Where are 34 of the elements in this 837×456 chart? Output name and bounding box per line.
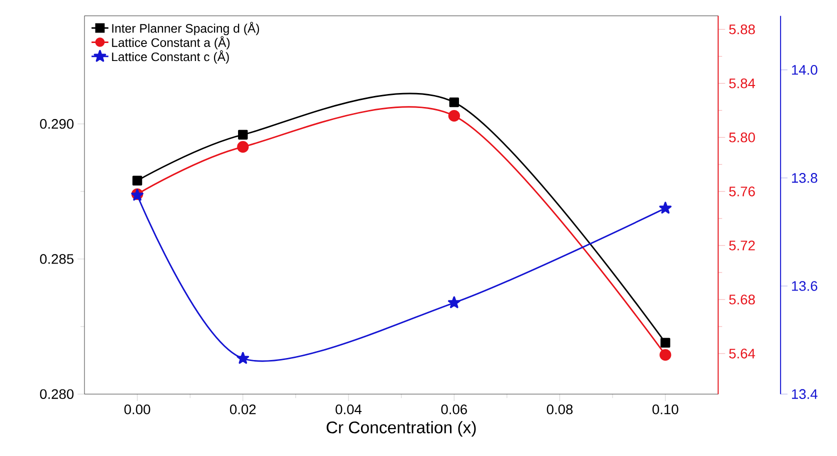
x-tick-label: 0.00 <box>124 404 150 414</box>
point <box>448 296 460 308</box>
legend-label: Lattice Constant a (Å) <box>112 36 230 50</box>
point <box>236 352 250 364</box>
point <box>238 130 248 140</box>
x-tick-label: 0.06 <box>441 404 467 414</box>
y-tick-label: 0.290 <box>40 118 74 129</box>
y3-tick-label: 13.8 <box>792 172 818 183</box>
y2-tick-label: 5.68 <box>729 294 755 304</box>
y2-tick-label: 5.80 <box>729 132 755 142</box>
legend-label: Inter Planner Spacing d (Å) <box>112 22 260 35</box>
y3-tick-label: 14.0 <box>792 64 818 75</box>
y2-tick-label: 5.84 <box>729 78 756 88</box>
y-tick-label: 0.285 <box>40 254 74 264</box>
point <box>660 338 670 348</box>
y-tick-label: 0.280 <box>40 388 74 399</box>
y3-tick-label: 13.4 <box>792 388 818 399</box>
x-tick-label: 0.02 <box>230 404 256 414</box>
point <box>448 110 460 122</box>
y2-tick-label: 5.88 <box>729 24 755 34</box>
x-axis-title: Cr Concentration (x) <box>326 420 476 436</box>
point <box>659 202 672 214</box>
legend-label: Lattice Constant c (Å) <box>112 50 229 64</box>
x-tick-label: 0.08 <box>546 404 573 414</box>
y3-tick-label: 13.6 <box>792 280 818 291</box>
y2-tick-label: 5.72 <box>729 240 755 250</box>
point <box>660 348 672 361</box>
x-tick-label: 0.10 <box>652 404 678 414</box>
y2-tick-label: 5.76 <box>729 186 755 196</box>
point <box>237 140 249 152</box>
point <box>449 97 459 107</box>
y2-tick-label: 5.64 <box>729 348 756 358</box>
x-tick-label: 0.04 <box>336 404 362 414</box>
point <box>132 176 142 186</box>
